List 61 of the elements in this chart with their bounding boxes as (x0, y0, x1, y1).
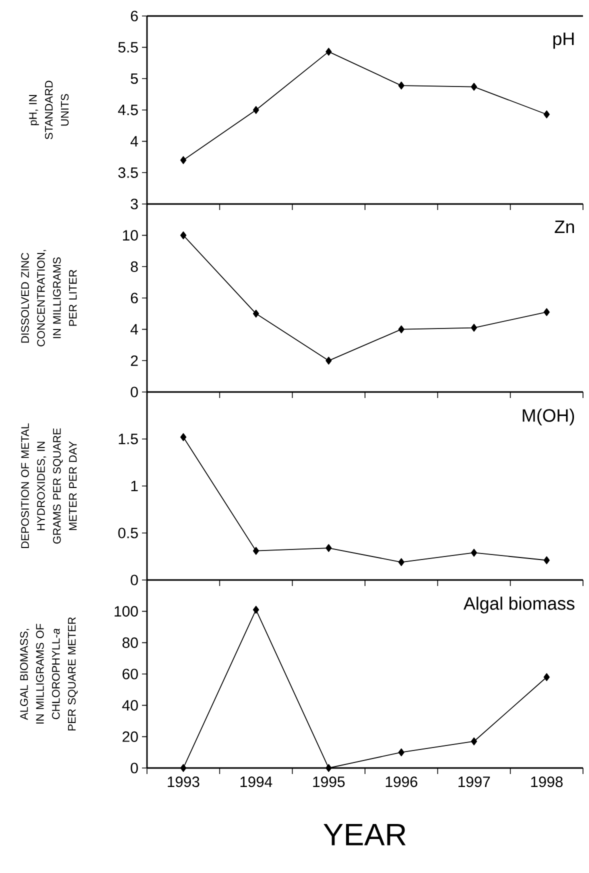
y-tick-label: 1 (131, 480, 138, 492)
point (544, 556, 550, 564)
point (180, 433, 186, 442)
y-tick-label: 3 (130, 198, 138, 210)
y-tick-label: 4.5 (118, 104, 138, 116)
point (252, 546, 260, 555)
point (544, 110, 550, 118)
y-tick-label: 10 (123, 230, 138, 241)
point (544, 673, 550, 682)
y-tick-label: 1.5 (118, 434, 138, 444)
y-tick-label: 40 (122, 700, 138, 711)
point (252, 606, 260, 614)
x-tick-label: 1993 (168, 776, 200, 788)
y-tick-label: 0 (130, 574, 138, 586)
y-tick-label: 5.5 (118, 42, 138, 53)
y-axis-title: DEPOSITION OF METAL HYDROXIDES, IN GRAMS PER SQUARE METER PER DAY (21, 423, 77, 548)
x-tick-label: 1998 (531, 776, 563, 788)
point (326, 356, 332, 365)
y-tick-label: 0 (130, 386, 138, 398)
point (544, 308, 550, 316)
point (470, 324, 478, 332)
x-tick-label: 1994 (240, 776, 272, 788)
text: pH (553, 32, 574, 49)
text: M(OH) (522, 408, 574, 426)
x-axis-title: YEAR (324, 824, 406, 846)
y-tick-label: 6 (130, 10, 138, 22)
y-tick-label: 6 (130, 292, 138, 304)
x-tick-label: 1996 (386, 776, 418, 788)
point (252, 310, 260, 318)
point (398, 82, 404, 90)
x-tick-label: 1995 (313, 776, 345, 788)
y-tick-label: 2 (130, 355, 138, 366)
y-tick-label: 8 (130, 261, 138, 272)
y-axis-title: pH, IN STANDARD UNITS (29, 80, 69, 140)
point (180, 156, 186, 164)
point (470, 82, 478, 91)
y-tick-label: 100 (114, 606, 138, 617)
point (470, 737, 478, 746)
point (470, 548, 478, 557)
point (180, 231, 186, 240)
y-tick-label: 4 (130, 136, 138, 146)
point (326, 48, 332, 56)
x-tick-label: 1997 (458, 776, 490, 788)
text: Algal biomass (464, 596, 574, 614)
point (398, 558, 404, 566)
y-tick-label: 3.5 (118, 167, 138, 178)
y-tick-label: 60 (122, 668, 138, 680)
y-tick-label: 0.5 (118, 528, 138, 538)
point (252, 106, 260, 114)
point (398, 748, 404, 756)
y-tick-label: 80 (122, 637, 138, 648)
y-axis-title: DISSOLVED ZINC CONCENTRATION, IN MILLIGRAMS PER LITER (21, 250, 77, 346)
y-tick-label: 20 (122, 731, 138, 742)
y-tick-label: 4 (130, 324, 138, 334)
point (326, 544, 332, 552)
point (398, 325, 404, 334)
point (180, 764, 186, 772)
point (326, 764, 332, 772)
y-tick-label: 5 (130, 73, 138, 84)
text: Zn (554, 220, 574, 234)
y-tick-label: 0 (130, 762, 138, 774)
